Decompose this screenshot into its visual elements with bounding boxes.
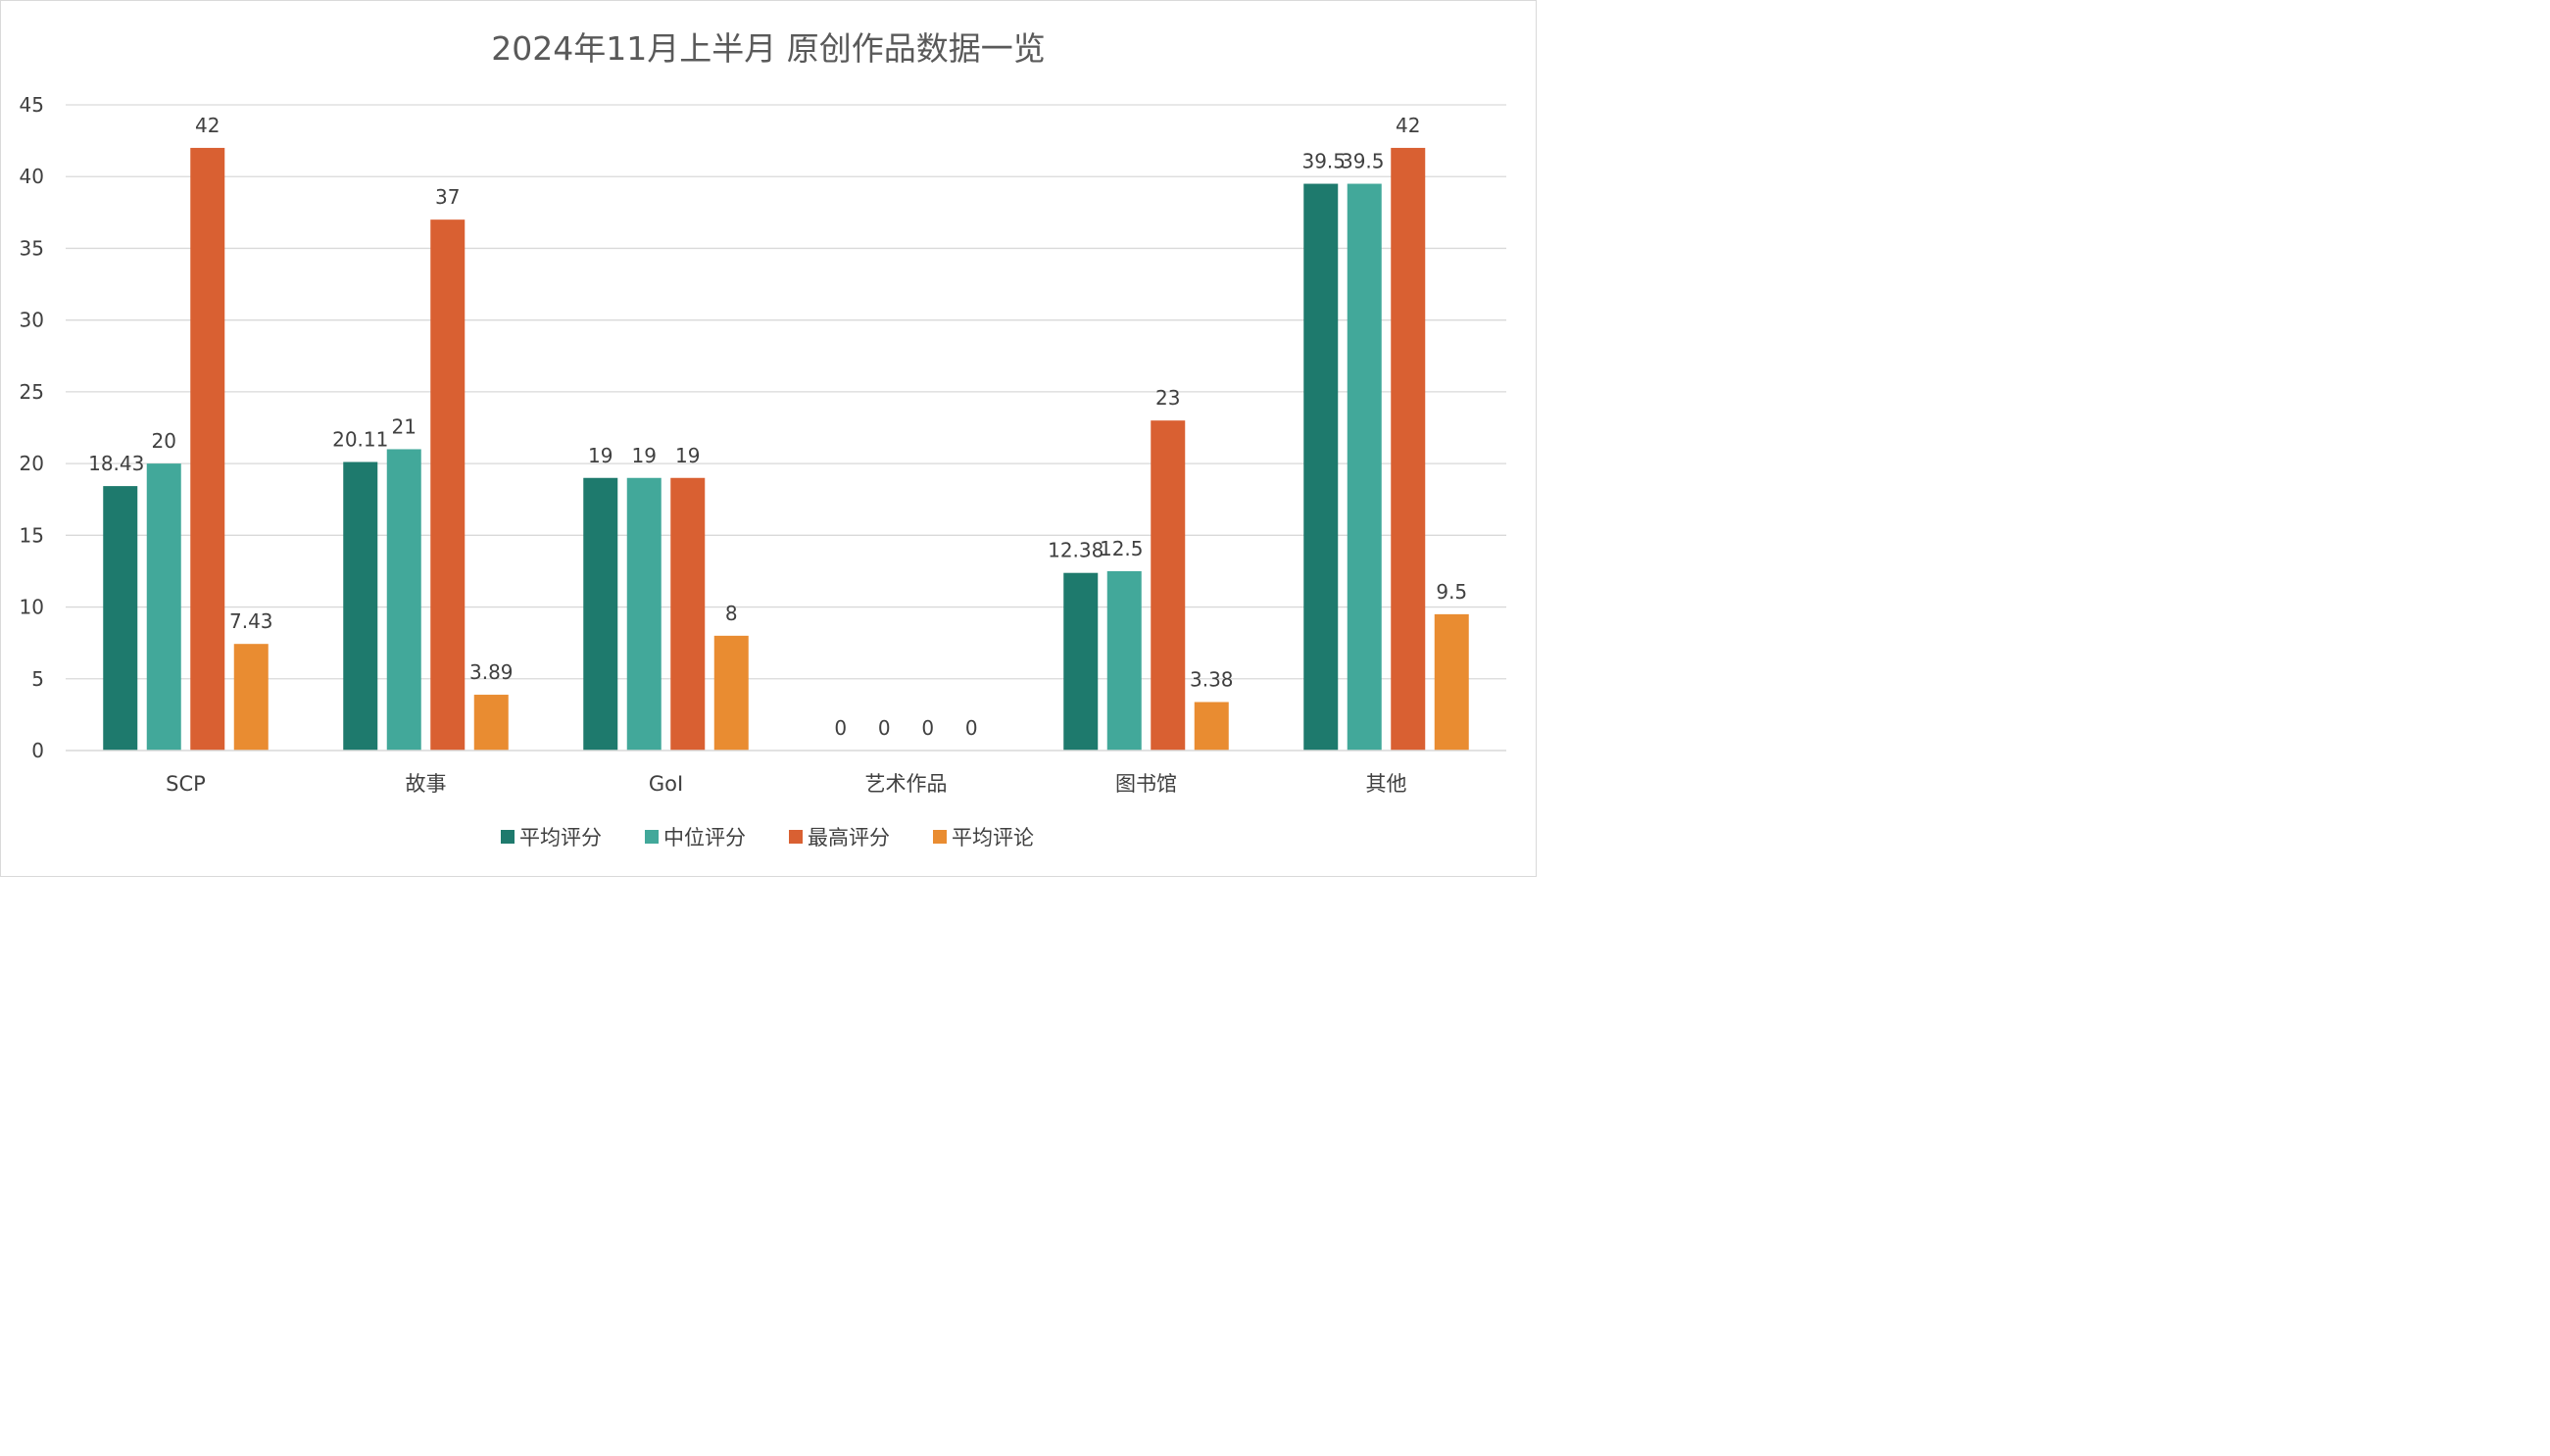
bar-平均评论-故事	[473, 695, 509, 751]
bar-最高评分-其他	[1391, 147, 1426, 751]
data-label-中位评分-其他: 39.5	[1341, 150, 1385, 173]
bar-最高评分-故事	[430, 219, 466, 752]
data-label-平均评分-艺术作品: 0	[834, 716, 847, 740]
bar-中位评分-SCP	[146, 463, 181, 751]
x-axis: SCP 故事 GoI 艺术作品 图书馆 其他	[66, 750, 1506, 796]
bar-平均评分-GoI	[583, 477, 618, 751]
data-label-最高评分-图书馆: 23	[1155, 386, 1180, 410]
legend-label-最高评分: 最高评分	[808, 826, 890, 849]
data-label-中位评分-艺术作品: 0	[878, 716, 891, 740]
legend-swatch-中位评分	[645, 830, 659, 844]
y-tick-label: 45	[20, 93, 44, 117]
legend-swatch-平均评分	[501, 830, 515, 844]
bar-中位评分-图书馆	[1106, 570, 1142, 751]
bar-中位评分-其他	[1347, 183, 1382, 752]
data-label-平均评论-其他: 9.5	[1436, 580, 1467, 604]
bar-平均评论-图书馆	[1194, 702, 1229, 751]
legend-label-中位评分: 中位评分	[663, 826, 746, 849]
y-tick-label: 15	[20, 523, 44, 547]
bar-中位评分-故事	[386, 449, 421, 751]
data-label-中位评分-GoI: 19	[632, 444, 657, 467]
data-label-平均评论-图书馆: 3.38	[1190, 668, 1234, 692]
bar-chart: 2024年11月上半月 原创作品数据一览 051015202530354045 …	[20, 29, 1506, 849]
x-category-label: GoI	[649, 772, 683, 796]
bar-平均评论-其他	[1434, 613, 1469, 751]
data-label-平均评分-SCP: 18.43	[88, 452, 144, 475]
data-label-平均评分-图书馆: 12.38	[1048, 539, 1103, 562]
y-tick-label: 25	[20, 380, 44, 404]
bar-最高评分-图书馆	[1151, 420, 1186, 751]
data-label-最高评分-SCP: 42	[195, 114, 220, 137]
data-label-中位评分-故事: 21	[392, 414, 417, 438]
x-category-label: 其他	[1366, 772, 1407, 796]
data-label-平均评论-艺术作品: 0	[965, 716, 978, 740]
data-label-最高评分-艺术作品: 0	[921, 716, 934, 740]
gridlines	[66, 104, 1506, 680]
data-label-最高评分-故事: 37	[435, 185, 460, 209]
x-category-label: 故事	[406, 772, 447, 796]
bar-最高评分-SCP	[190, 147, 225, 751]
y-tick-label: 10	[20, 596, 44, 619]
x-category-label: 图书馆	[1115, 772, 1177, 796]
bars	[103, 147, 1469, 752]
y-axis-ticks: 0 5 10 15 20 25 30 35 40 45	[20, 93, 44, 762]
y-tick-label: 30	[20, 309, 44, 332]
bar-平均评分-图书馆	[1063, 572, 1099, 751]
legend-label-平均评分: 平均评分	[519, 826, 602, 849]
x-category-label: 艺术作品	[865, 772, 948, 796]
bar-平均评论-GoI	[713, 635, 749, 751]
data-label-中位评分-SCP: 20	[152, 429, 176, 453]
data-label-最高评分-其他: 42	[1396, 114, 1420, 137]
data-label-平均评分-其他: 39.5	[1301, 150, 1346, 173]
y-tick-label: 5	[31, 667, 44, 691]
legend-label-平均评论: 平均评论	[952, 826, 1034, 849]
data-label-平均评论-SCP: 7.43	[229, 609, 273, 633]
data-label-最高评分-GoI: 19	[675, 444, 700, 467]
data-label-平均评论-GoI: 8	[725, 602, 738, 625]
legend-swatch-最高评分	[789, 830, 803, 844]
bar-平均评论-SCP	[233, 644, 269, 751]
data-label-平均评分-GoI: 19	[588, 444, 613, 467]
bar-平均评分-故事	[343, 461, 378, 751]
y-tick-label: 35	[20, 236, 44, 260]
data-label-平均评分-故事: 20.11	[332, 428, 388, 452]
y-tick-label: 0	[31, 739, 44, 762]
bar-平均评分-SCP	[103, 486, 138, 751]
bar-中位评分-GoI	[626, 477, 662, 751]
data-label-中位评分-图书馆: 12.5	[1100, 537, 1144, 560]
chart-title: 2024年11月上半月 原创作品数据一览	[491, 29, 1045, 68]
chart-frame: 2024年11月上半月 原创作品数据一览 0 5 10 15 20 25 30 35 40 45 …	[0, 0, 1537, 877]
bar-最高评分-GoI	[670, 477, 706, 751]
y-tick-label: 40	[20, 165, 44, 188]
legend-swatch-平均评论	[933, 830, 947, 844]
data-label-平均评论-故事: 3.89	[469, 660, 514, 684]
legend: 平均评分 中位评分 最高评分 平均评论	[501, 826, 1034, 849]
y-tick-label: 20	[20, 452, 44, 475]
x-category-label: SCP	[166, 772, 206, 796]
bar-平均评分-其他	[1303, 183, 1339, 752]
